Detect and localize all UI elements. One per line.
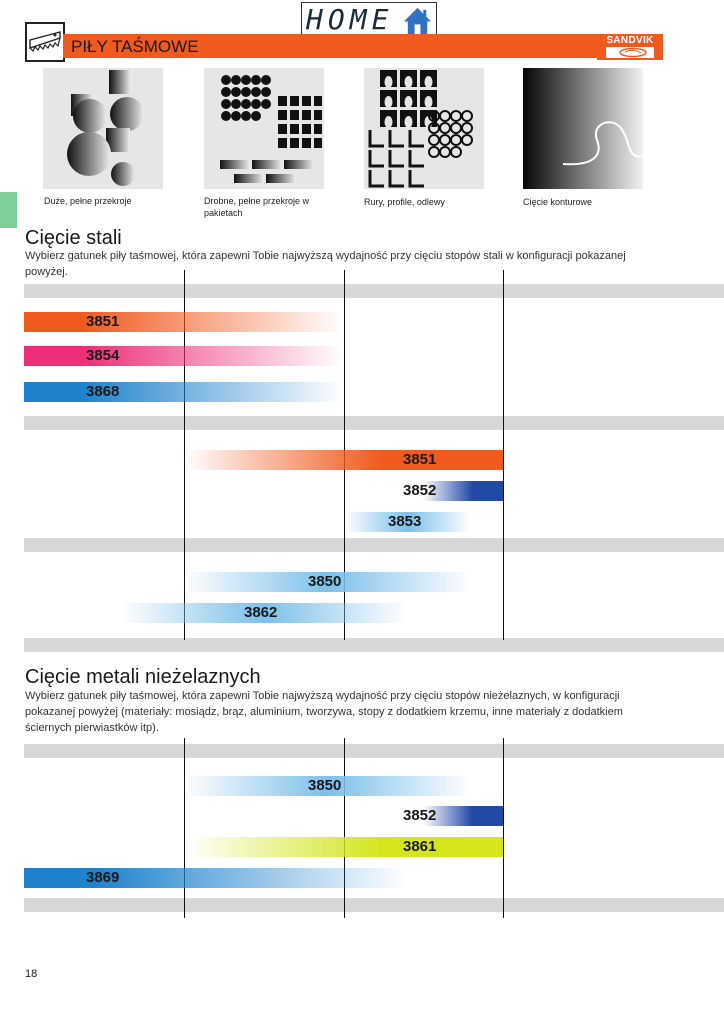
grade-label-3850: 3850 <box>308 573 342 590</box>
brand-name: SANDVIK <box>606 35 654 46</box>
grade-bar-3854 <box>24 346 344 366</box>
chart-separator-band <box>24 538 724 552</box>
house-icon <box>403 7 432 35</box>
tubes-profiles-castings-image <box>364 68 484 189</box>
page-number: 18 <box>25 968 38 980</box>
steel-grade-chart: 3851 3854 3868 3851 3852 3853 3850 3862 <box>0 270 724 652</box>
steel-heading: Cięcie stali <box>25 227 122 249</box>
section-title-bar: PIŁY TAŚMOWE <box>63 34 597 58</box>
grade-bar-3851 <box>184 450 503 470</box>
grade-label-3851: 3851 <box>403 451 437 468</box>
grade-label-3852: 3852 <box>403 482 437 499</box>
band-saw-icon <box>25 22 65 62</box>
sandvik-logo-mark-icon <box>606 47 654 58</box>
grade-bar-3851 <box>24 312 344 332</box>
small-solid-bundles-image <box>204 68 324 189</box>
caption-large-solid-sections: Duże, pełne przekroje <box>44 196 132 206</box>
column-divider-line <box>184 738 185 918</box>
nonferrous-grade-chart: 3850 3852 3861 3869 <box>0 738 724 918</box>
column-divider-line <box>503 738 504 918</box>
caption-small-solid-bundles: Drobne, pełne przekroje w pakietach <box>204 196 310 218</box>
grade-bar-3850 <box>184 776 471 796</box>
chart-separator-band <box>24 898 724 912</box>
grade-label-3868: 3868 <box>86 383 120 400</box>
column-divider-line <box>344 738 345 918</box>
grade-label-3861: 3861 <box>403 838 437 855</box>
caption-tubes-profiles: Rury, profile, odlewy <box>364 197 445 207</box>
chart-separator-band <box>24 284 724 298</box>
grade-label-3853: 3853 <box>388 513 422 530</box>
chart-separator-band <box>24 638 724 652</box>
grade-bar-3852 <box>423 481 503 501</box>
grade-label-3851: 3851 <box>86 313 120 330</box>
chart-separator-band <box>24 744 724 758</box>
large-solid-sections-image <box>43 68 163 189</box>
grade-label-3850: 3850 <box>308 777 342 794</box>
nonferrous-description: Wybierz gatunek piły taśmowej, która zap… <box>25 690 623 734</box>
steel-description: Wybierz gatunek piły taśmowej, która zap… <box>25 250 626 278</box>
grade-bar-3853 <box>344 512 471 532</box>
chart-separator-band <box>24 416 724 430</box>
home-label: HOME <box>306 2 394 36</box>
grade-bar-3862 <box>120 603 407 623</box>
side-tab-marker <box>0 192 17 228</box>
grade-bar-3852 <box>423 806 503 826</box>
grade-label-3852: 3852 <box>403 807 437 824</box>
nonferrous-heading: Cięcie metali nieżelaznych <box>25 666 261 688</box>
caption-contour-cutting: Cięcie konturowe <box>523 197 593 207</box>
grade-bar-3869 <box>24 868 407 888</box>
grade-label-3862: 3862 <box>244 604 278 621</box>
grade-label-3869: 3869 <box>86 869 120 886</box>
column-divider-line <box>503 270 504 640</box>
home-button[interactable]: HOME <box>301 2 437 36</box>
grade-bar-3850 <box>184 572 471 592</box>
sandvik-logo: SANDVIK <box>597 34 663 60</box>
grade-bar-3861 <box>184 837 503 857</box>
section-title: PIŁY TAŚMOWE <box>71 37 199 56</box>
contour-cutting-image <box>523 68 643 189</box>
grade-bar-3868 <box>24 382 344 402</box>
grade-label-3854: 3854 <box>86 347 120 364</box>
